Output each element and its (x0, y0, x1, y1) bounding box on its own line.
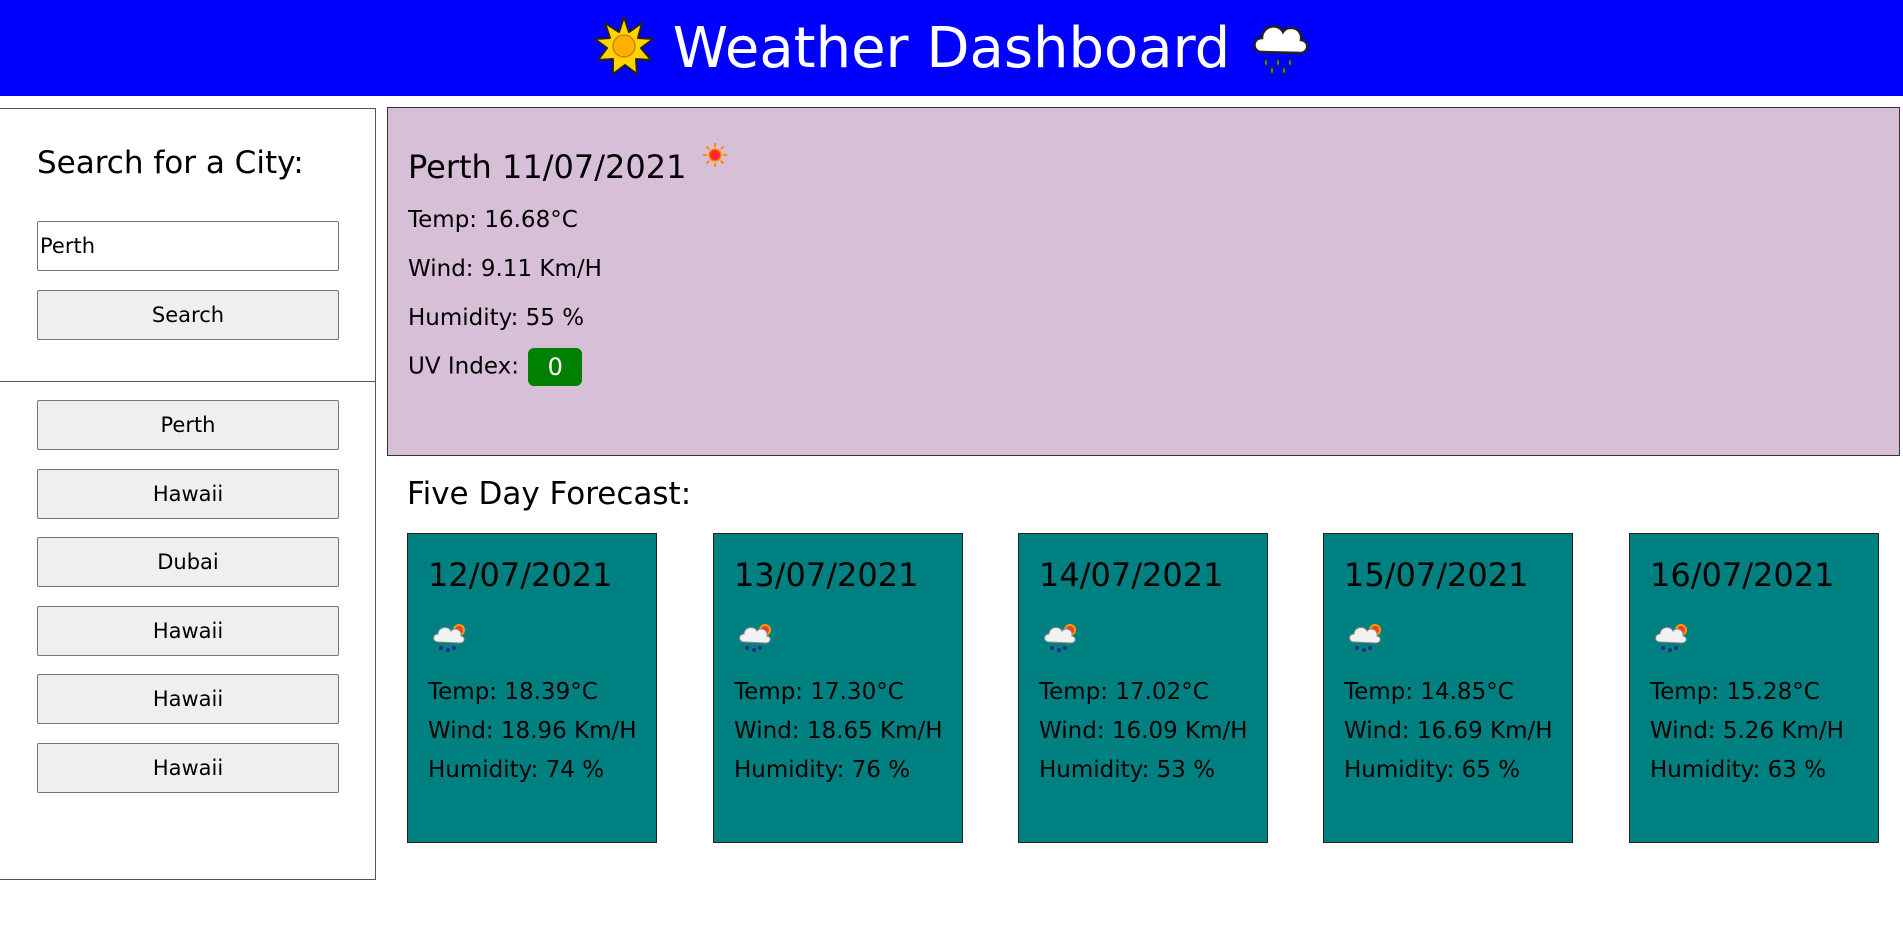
forecast-card: 12/07/2021 Temp: 18.39°C Wind: 18.96 Km/… (407, 533, 657, 843)
forecast-card: 16/07/2021 Temp: 15.28°C Wind: 5.26 Km/H… (1629, 533, 1879, 843)
sun-icon (593, 15, 655, 81)
history-button-dubai[interactable]: Dubai (37, 537, 339, 587)
forecast-date: 13/07/2021 (734, 556, 919, 594)
page-header: Weather Dashboard (0, 0, 1903, 96)
forecast-wind: Wind: 18.65 Km/H (734, 718, 943, 744)
sun-icon (702, 142, 728, 172)
forecast-temp: Temp: 17.30°C (734, 679, 904, 705)
forecast-wind: Wind: 16.09 Km/H (1039, 718, 1248, 744)
current-weather-panel: Perth 11/07/2021 Temp: 16.68°C Wind: 9.1… (387, 107, 1900, 456)
history-button-hawaii[interactable]: Hawaii (37, 606, 339, 656)
forecast-wind: Wind: 5.26 Km/H (1650, 718, 1844, 744)
forecast-date: 16/07/2021 (1650, 556, 1835, 594)
history-button-perth[interactable]: Perth (37, 400, 339, 450)
current-humidity: Humidity: 55 % (408, 305, 585, 331)
rain-sun-icon (1041, 620, 1081, 658)
current-temp: Temp: 16.68°C (408, 207, 578, 233)
uv-index-badge: 0 (528, 348, 583, 386)
history-button-hawaii[interactable]: Hawaii (37, 469, 339, 519)
forecast-temp: Temp: 15.28°C (1650, 679, 1820, 705)
forecast-card: 15/07/2021 Temp: 14.85°C Wind: 16.69 Km/… (1323, 533, 1573, 843)
forecast-date: 14/07/2021 (1039, 556, 1224, 594)
forecast-humidity: Humidity: 76 % (734, 757, 911, 783)
rain-sun-icon (1652, 620, 1692, 658)
current-wind: Wind: 9.11 Km/H (408, 256, 602, 282)
forecast-date: 15/07/2021 (1344, 556, 1529, 594)
search-button[interactable]: Search (37, 290, 339, 340)
search-section: Search for a City: Search (0, 109, 375, 382)
forecast-humidity: Humidity: 74 % (428, 757, 605, 783)
page-title: Weather Dashboard (672, 15, 1231, 81)
rain-sun-icon (430, 620, 470, 658)
forecast-humidity: Humidity: 65 % (1344, 757, 1521, 783)
rain-sun-icon (736, 620, 776, 658)
history-button-hawaii[interactable]: Hawaii (37, 743, 339, 793)
forecast-card: 13/07/2021 Temp: 17.30°C Wind: 18.65 Km/… (713, 533, 963, 843)
forecast-date: 12/07/2021 (428, 556, 613, 594)
search-input[interactable] (37, 221, 339, 271)
forecast-temp: Temp: 14.85°C (1344, 679, 1514, 705)
search-heading: Search for a City: (37, 145, 304, 181)
current-city-date: Perth 11/07/2021 (408, 148, 687, 186)
uv-index-label: UV Index: (408, 353, 519, 380)
rain-sun-icon (1346, 620, 1386, 658)
forecast-wind: Wind: 18.96 Km/H (428, 718, 637, 744)
forecast-temp: Temp: 18.39°C (428, 679, 598, 705)
forecast-humidity: Humidity: 63 % (1650, 757, 1827, 783)
uv-index-row: UV Index: 0 (408, 348, 583, 386)
forecast-card: 14/07/2021 Temp: 17.02°C Wind: 16.09 Km/… (1018, 533, 1268, 843)
forecast-temp: Temp: 17.02°C (1039, 679, 1209, 705)
forecast-wind: Wind: 16.69 Km/H (1344, 718, 1553, 744)
rain-cloud-icon (1248, 16, 1310, 80)
forecast-humidity: Humidity: 53 % (1039, 757, 1216, 783)
forecast-heading: Five Day Forecast: (407, 476, 692, 512)
history-button-hawaii[interactable]: Hawaii (37, 674, 339, 724)
sidebar: Search for a City: Search Perth Hawaii D… (0, 108, 376, 880)
